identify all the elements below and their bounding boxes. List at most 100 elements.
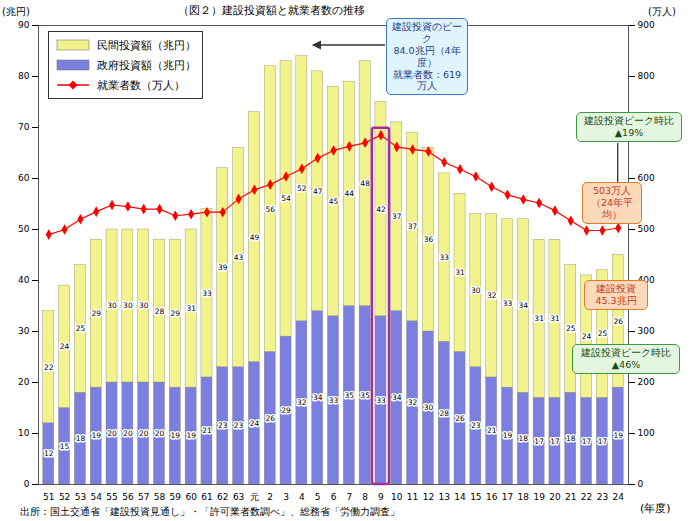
svg-text:900: 900 xyxy=(638,20,655,30)
svg-text:30: 30 xyxy=(424,403,434,412)
svg-text:34: 34 xyxy=(392,393,402,402)
svg-text:18: 18 xyxy=(76,434,86,443)
svg-text:17: 17 xyxy=(598,437,608,446)
svg-text:23: 23 xyxy=(234,421,244,430)
svg-text:33: 33 xyxy=(503,299,513,308)
svg-text:600: 600 xyxy=(638,173,655,183)
svg-text:63: 63 xyxy=(233,492,244,502)
svg-text:32: 32 xyxy=(408,398,418,407)
svg-text:52: 52 xyxy=(59,492,70,502)
svg-text:17: 17 xyxy=(582,437,592,446)
svg-text:31: 31 xyxy=(534,314,544,323)
svg-text:48: 48 xyxy=(360,179,370,188)
svg-text:6: 6 xyxy=(331,492,337,502)
svg-text:20: 20 xyxy=(107,429,117,438)
svg-text:60: 60 xyxy=(185,492,197,502)
svg-text:45: 45 xyxy=(329,197,339,206)
svg-text:40: 40 xyxy=(18,275,30,285)
svg-text:24: 24 xyxy=(612,492,624,502)
svg-text:0: 0 xyxy=(24,479,30,489)
svg-text:29: 29 xyxy=(281,406,291,415)
svg-text:29: 29 xyxy=(91,309,101,318)
svg-text:100: 100 xyxy=(638,428,655,438)
svg-text:17: 17 xyxy=(502,492,513,502)
svg-text:22: 22 xyxy=(44,363,54,372)
svg-text:15: 15 xyxy=(60,442,70,451)
svg-text:35: 35 xyxy=(360,391,370,400)
svg-text:4: 4 xyxy=(299,492,305,502)
svg-text:0: 0 xyxy=(638,479,644,489)
svg-text:31: 31 xyxy=(455,268,465,277)
svg-text:16: 16 xyxy=(486,492,498,502)
svg-text:30: 30 xyxy=(18,326,30,336)
svg-text:20: 20 xyxy=(139,429,149,438)
svg-text:15: 15 xyxy=(470,492,481,502)
svg-text:25: 25 xyxy=(76,324,86,333)
svg-text:25: 25 xyxy=(566,324,576,333)
svg-text:37: 37 xyxy=(408,222,418,231)
svg-text:42: 42 xyxy=(376,205,386,214)
svg-text:18: 18 xyxy=(566,434,576,443)
svg-text:80: 80 xyxy=(18,71,30,81)
svg-text:32: 32 xyxy=(487,291,497,300)
svg-text:26: 26 xyxy=(265,414,275,423)
svg-text:21: 21 xyxy=(565,492,576,502)
svg-text:25: 25 xyxy=(598,329,608,338)
svg-text:20: 20 xyxy=(123,429,133,438)
svg-text:55: 55 xyxy=(106,492,117,502)
svg-text:60: 60 xyxy=(18,173,30,183)
svg-text:44: 44 xyxy=(345,189,355,198)
svg-text:24: 24 xyxy=(60,342,70,351)
svg-text:33: 33 xyxy=(439,253,449,262)
svg-text:元: 元 xyxy=(250,492,259,502)
svg-text:300: 300 xyxy=(638,326,655,336)
svg-text:54: 54 xyxy=(91,492,103,502)
svg-text:34: 34 xyxy=(313,393,323,402)
svg-text:90: 90 xyxy=(18,20,30,30)
svg-text:19: 19 xyxy=(503,431,513,440)
svg-text:36: 36 xyxy=(424,235,434,244)
svg-text:2: 2 xyxy=(267,492,273,502)
svg-text:51: 51 xyxy=(43,492,54,502)
svg-text:28: 28 xyxy=(155,307,165,316)
svg-text:30: 30 xyxy=(139,301,149,310)
svg-text:200: 200 xyxy=(638,377,655,387)
svg-text:10: 10 xyxy=(391,492,403,502)
svg-text:54: 54 xyxy=(281,194,291,203)
svg-text:58: 58 xyxy=(154,492,166,502)
svg-text:33: 33 xyxy=(329,396,339,405)
svg-text:30: 30 xyxy=(107,301,117,310)
svg-text:32: 32 xyxy=(297,398,307,407)
svg-text:24: 24 xyxy=(582,332,592,341)
svg-text:39: 39 xyxy=(218,263,228,272)
svg-text:30: 30 xyxy=(471,286,481,295)
svg-text:56: 56 xyxy=(122,492,134,502)
svg-text:8: 8 xyxy=(362,492,368,502)
svg-text:33: 33 xyxy=(376,396,386,405)
svg-text:26: 26 xyxy=(455,414,465,423)
svg-text:31: 31 xyxy=(186,304,196,313)
svg-text:56: 56 xyxy=(265,205,275,214)
svg-text:19: 19 xyxy=(186,431,196,440)
svg-text:52: 52 xyxy=(297,184,307,193)
svg-text:50: 50 xyxy=(18,224,30,234)
svg-text:34: 34 xyxy=(519,301,529,310)
svg-text:23: 23 xyxy=(218,421,228,430)
svg-text:19: 19 xyxy=(91,431,101,440)
svg-text:19: 19 xyxy=(533,492,545,502)
svg-text:24: 24 xyxy=(250,419,260,428)
svg-text:9: 9 xyxy=(378,492,384,502)
svg-text:10: 10 xyxy=(18,428,30,438)
svg-text:19: 19 xyxy=(613,431,623,440)
svg-text:17: 17 xyxy=(534,437,544,446)
svg-text:21: 21 xyxy=(202,426,212,435)
svg-text:7: 7 xyxy=(346,492,352,502)
svg-text:61: 61 xyxy=(201,492,212,502)
svg-text:3: 3 xyxy=(283,492,289,502)
svg-text:5: 5 xyxy=(315,492,321,502)
svg-text:11: 11 xyxy=(407,492,418,502)
svg-text:43: 43 xyxy=(234,253,244,262)
svg-text:59: 59 xyxy=(170,492,182,502)
svg-text:53: 53 xyxy=(75,492,86,502)
svg-text:57: 57 xyxy=(138,492,149,502)
